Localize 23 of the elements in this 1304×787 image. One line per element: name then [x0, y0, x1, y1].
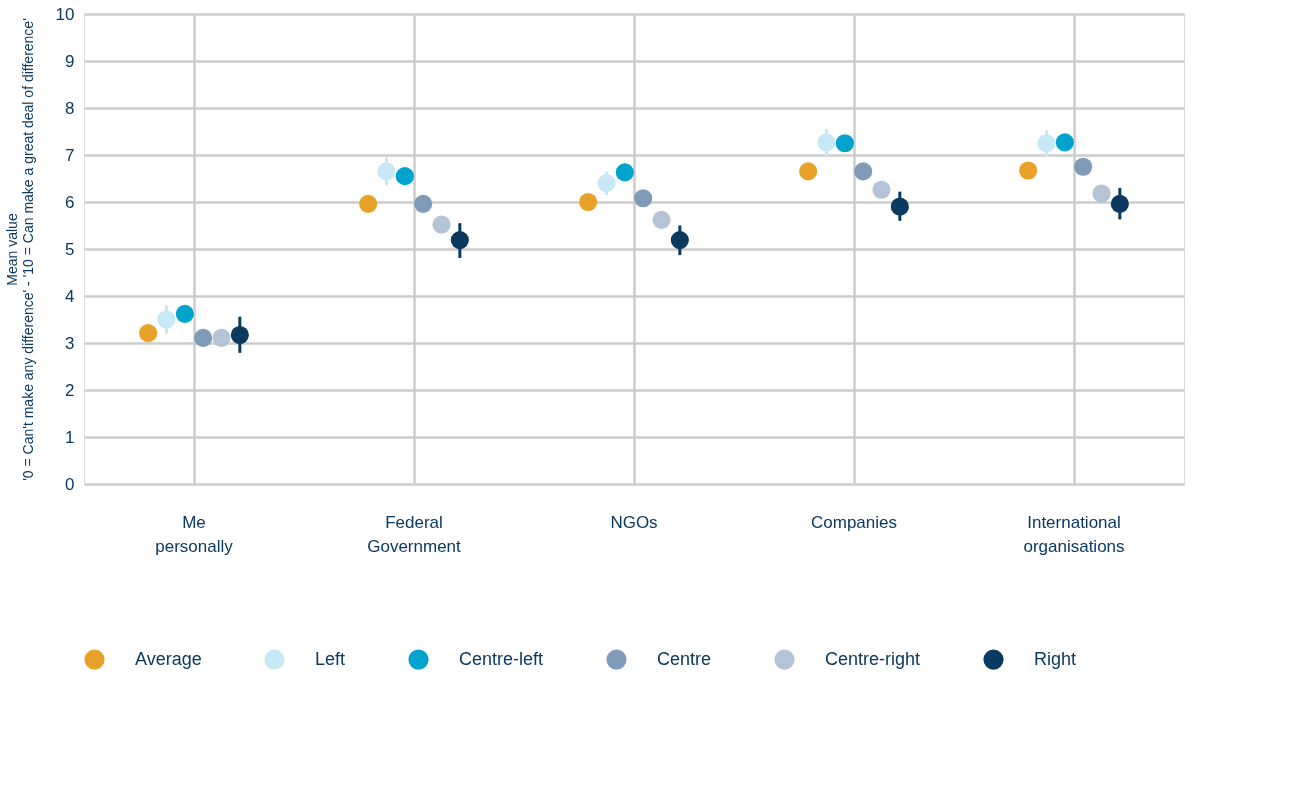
y-tick-label: 5 [65, 239, 75, 259]
legend-label: Centre [657, 648, 712, 669]
x-tick-label: Me personally [155, 512, 234, 556]
legend-label: Centre-right [825, 648, 921, 669]
y-tick-label: 4 [65, 286, 75, 306]
y-tick-label: 6 [65, 192, 75, 212]
y-tick-label: 9 [65, 51, 75, 71]
legend-label: Left [315, 648, 346, 669]
x-tick-label: International organisations [1023, 512, 1125, 556]
legend-label: Right [1034, 648, 1077, 669]
legend-label: Average [135, 648, 202, 669]
y-tick-label: 8 [65, 98, 75, 118]
x-tick-label: Federal Government [367, 512, 462, 556]
y-tick-label: 7 [65, 145, 75, 165]
y-tick-label: 3 [65, 333, 75, 353]
legend-label: Centre-left [459, 648, 544, 669]
y-tick-label: 10 [55, 4, 75, 24]
x-tick-label: Companies [811, 512, 897, 532]
y-tick-label: 2 [65, 380, 75, 400]
y-tick-label: 0 [65, 474, 75, 494]
y-axis-title: Mean value '0 = Can't make any difference' - '10 = Can make a great deal of difference' [3, 18, 36, 481]
y-tick-label: 1 [65, 427, 75, 447]
x-tick-label: NGOs [610, 512, 658, 532]
